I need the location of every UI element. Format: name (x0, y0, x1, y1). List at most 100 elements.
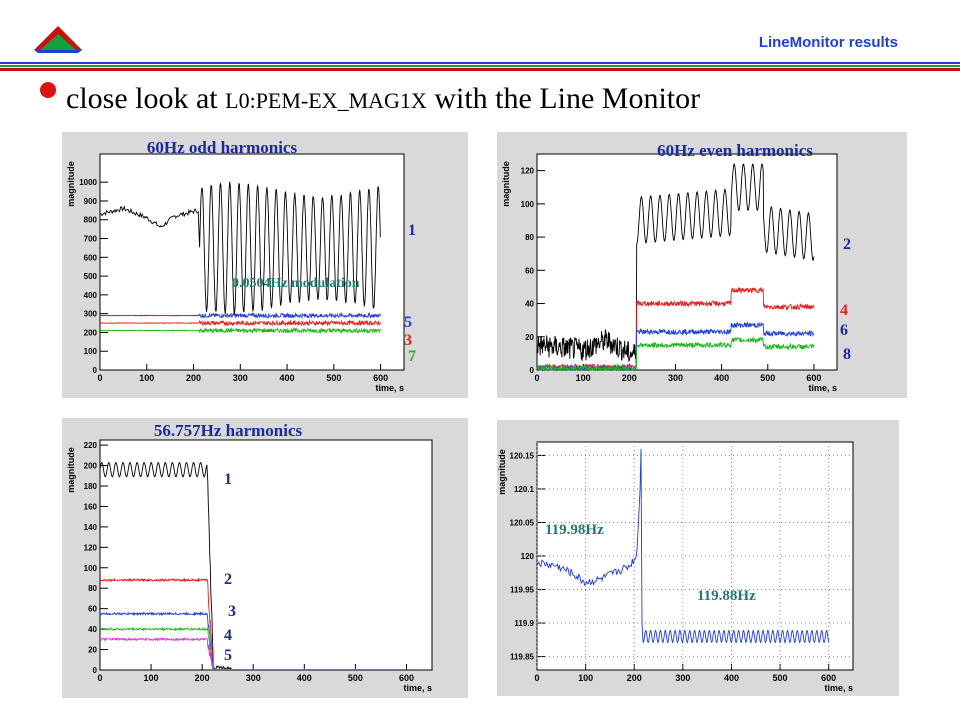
chart-frequency-svg: 0 100 200 300 400 500 600 119.85 119.9 119.95 120 1… (497, 420, 899, 696)
series-line-1 (99, 181, 381, 315)
series-line-5 (99, 636, 407, 670)
y-tick-label: 20 (525, 333, 534, 342)
header-title: LineMonitor results (758, 34, 898, 51)
x-tick-label: 400 (724, 673, 739, 683)
y-tick-label: 100 (521, 200, 535, 209)
x-tick-label: 100 (576, 373, 591, 383)
x-axis-label: time, s (403, 683, 432, 693)
y-tick-label: 40 (525, 300, 534, 309)
x-tick-label: 600 (821, 673, 836, 683)
series-label-3: 3 (228, 603, 236, 620)
x-tick-label: 100 (144, 673, 159, 683)
series-label-4: 4 (224, 627, 232, 644)
y-tick-label: 20 (88, 646, 97, 655)
lab-logo (34, 26, 82, 53)
series-label-8: 8 (843, 346, 851, 363)
series-label-2: 2 (224, 571, 232, 588)
x-axis-label: time, s (824, 683, 853, 693)
x-tick-label: 300 (246, 673, 261, 683)
y-tick-label: 600 (84, 253, 98, 262)
series-line-6 (536, 321, 815, 372)
title-bullet (40, 82, 56, 98)
x-tick-label: 0 (534, 373, 539, 383)
series-line-5 (99, 311, 382, 320)
x-tick-label: 0 (534, 673, 539, 683)
y-tick-label: 60 (525, 266, 534, 275)
series-line-frequency (536, 448, 830, 644)
x-tick-label: 200 (622, 373, 637, 383)
x-tick-label: 200 (627, 673, 642, 683)
plot-area (536, 153, 838, 371)
y-tick-label: 80 (525, 233, 534, 242)
y-tick-label: 900 (84, 197, 98, 206)
series-label-4: 4 (840, 302, 848, 319)
title-prefix: close look at (66, 82, 226, 115)
x-tick-label: 100 (139, 373, 154, 383)
plot-area (99, 153, 405, 371)
header-rule-top (0, 62, 960, 64)
y-tick-label: 1000 (79, 178, 97, 187)
y-tick-label: 100 (84, 347, 98, 356)
x-tick-label: 200 (195, 673, 210, 683)
series-line-3 (100, 319, 381, 327)
chart-odd-harmonics: 0 100 200 300 400 500 600 0 100 200 300 400 500 600 70… (62, 132, 468, 398)
x-tick-label: 0 (97, 673, 102, 683)
series-label-2: 2 (843, 236, 851, 253)
y-tick-label: 120.15 (510, 451, 535, 460)
y-tick-label: 700 (84, 235, 98, 244)
y-tick-label: 120 (521, 167, 535, 176)
x-tick-label: 500 (348, 673, 363, 683)
chart-frequency: 0 100 200 300 400 500 600 119.85 119.9 119.95 120 1… (497, 420, 899, 696)
series-label-6: 6 (840, 322, 848, 339)
chart-title: 60Hz odd harmonics (147, 138, 298, 157)
y-tick-label: 120 (84, 543, 98, 552)
y-tick-label: 500 (84, 272, 98, 281)
y-tick-label: 800 (84, 216, 98, 225)
y-tick-label: 0 (530, 366, 535, 375)
x-tick-label: 300 (233, 373, 248, 383)
chart-title: 56.757Hz harmonics (154, 421, 303, 440)
y-axis-label: magnitude (66, 161, 76, 207)
y-tick-label: 119.95 (510, 586, 535, 595)
y-axis-label: magnitude (66, 447, 76, 493)
chart-even-harmonics: 0 100 200 300 400 500 600 0 20 40 60 80 100 120 time, … (497, 132, 907, 398)
chart-56hz-harmonics: 0 100 200 300 400 500 600 0 20 40 60 80 100 120 140 160… (62, 418, 468, 698)
x-tick-label: 300 (675, 673, 690, 683)
annotation-modulation: 0.0504Hz modulation (232, 276, 360, 291)
series-label-3: 3 (404, 332, 412, 349)
series-line-8 (536, 336, 815, 372)
y-axis-label: magnitude (497, 449, 507, 495)
slide-title: close look at L0:PEM-EX_MAG1X with the L… (66, 82, 700, 116)
y-tick-label: 40 (88, 625, 97, 634)
y-tick-label: 120.05 (510, 518, 535, 527)
x-axis-label: time, s (808, 383, 837, 393)
y-tick-label: 220 (84, 441, 98, 450)
title-suffix: with the Line Monitor (426, 82, 701, 115)
x-tick-label: 0 (97, 373, 102, 383)
x-axis-label: time, s (375, 383, 404, 393)
y-tick-label: 400 (84, 291, 98, 300)
header-rule-mid (0, 65, 960, 67)
x-tick-label: 500 (326, 373, 341, 383)
plot-area (99, 439, 433, 671)
y-tick-label: 300 (84, 310, 98, 319)
x-tick-label: 400 (714, 373, 729, 383)
annotation-after: 119.88Hz (697, 588, 756, 604)
y-tick-label: 120.1 (514, 485, 535, 494)
y-tick-label: 120 (521, 552, 535, 561)
x-tick-label: 500 (760, 373, 775, 383)
y-tick-label: 80 (88, 584, 97, 593)
chart-even-svg: 0 100 200 300 400 500 600 0 20 40 60 80 100 120 time, … (497, 132, 907, 398)
chart-title: 60Hz even harmonics (657, 141, 813, 160)
x-tick-label: 600 (806, 373, 821, 383)
chart-56hz-svg: 0 100 200 300 400 500 600 0 20 40 60 80 100 120 140 160… (62, 418, 468, 698)
y-tick-label: 100 (84, 564, 98, 573)
y-tick-label: 0 (93, 366, 98, 375)
x-tick-label: 400 (297, 673, 312, 683)
y-tick-label: 200 (84, 328, 98, 337)
x-tick-label: 200 (186, 373, 201, 383)
series-label-5: 5 (224, 647, 232, 664)
y-tick-label: 160 (84, 502, 98, 511)
x-tick-label: 600 (399, 673, 414, 683)
x-tick-label: 400 (280, 373, 295, 383)
